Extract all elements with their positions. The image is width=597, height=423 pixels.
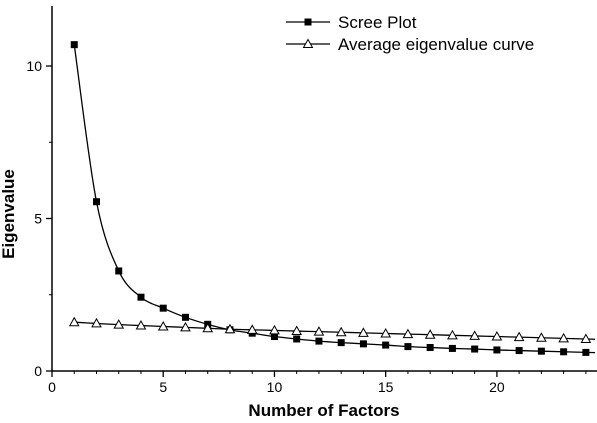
- legend-entry-average-eigenvalue-curve: Average eigenvalue curve: [286, 35, 534, 54]
- scree-point-20: [493, 346, 501, 354]
- average-point-17: [424, 329, 436, 339]
- x-axis-title: Number of Factors: [248, 401, 399, 420]
- average-point-13: [335, 326, 347, 337]
- x-tick-label-0: 0: [48, 379, 56, 395]
- legend-entry-scree-plot: Scree Plot: [286, 13, 417, 32]
- average-point-16: [402, 328, 414, 339]
- legend-label-scree-plot: Scree Plot: [338, 13, 417, 32]
- x-tick-label-5: 5: [159, 379, 167, 395]
- average-point-18: [447, 329, 458, 340]
- series-1: [68, 316, 596, 343]
- legend-marker-scree-plot: [304, 18, 312, 26]
- scree-point-11: [293, 335, 301, 343]
- legend: Scree Plot Average eigenvalue curve: [286, 13, 534, 54]
- scree-point-13: [337, 339, 345, 347]
- scree-point-15: [382, 341, 390, 349]
- series-line-0: [73, 44, 596, 354]
- series-layer: [68, 41, 596, 356]
- average-point-11: [291, 325, 303, 336]
- scree-point-1: [70, 41, 78, 49]
- axis-ticks: 0 5 10 15 20 0 5 10: [26, 58, 587, 395]
- scree-point-18: [448, 344, 456, 352]
- average-point-10: [269, 324, 280, 335]
- scree-point-14: [359, 340, 367, 348]
- average-point-21: [513, 331, 525, 342]
- scree-point-3: [115, 267, 123, 275]
- scree-point-5: [159, 304, 167, 312]
- average-point-4: [135, 320, 147, 330]
- average-point-9: [246, 324, 258, 334]
- average-point-3: [113, 319, 125, 329]
- y-axis-title: Eigenvalue: [0, 169, 18, 259]
- scree-point-21: [515, 347, 523, 355]
- average-point-14: [358, 327, 369, 337]
- average-point-2: [91, 317, 102, 328]
- x-tick-label-20: 20: [489, 379, 505, 395]
- average-point-23: [558, 332, 569, 343]
- average-point-6: [180, 321, 191, 332]
- scree-point-16: [404, 343, 412, 351]
- scree-point-12: [315, 337, 323, 345]
- y-tick-label-5: 5: [34, 211, 42, 227]
- scree-point-6: [181, 313, 189, 321]
- scree-point-22: [537, 347, 545, 355]
- series-0: [70, 41, 596, 356]
- y-tick-label-0: 0: [34, 363, 42, 379]
- legend-label-average-eigenvalue: Average eigenvalue curve: [338, 35, 534, 54]
- average-point-12: [313, 326, 325, 336]
- scree-point-4: [137, 293, 145, 301]
- x-tick-label-10: 10: [267, 379, 283, 395]
- scree-point-17: [426, 344, 434, 352]
- average-point-19: [469, 330, 481, 340]
- average-point-20: [491, 331, 503, 341]
- scree-point-10: [270, 333, 278, 341]
- legend-marker-average-eigenvalue: [302, 38, 314, 48]
- scree-point-23: [560, 348, 568, 356]
- average-point-1: [68, 316, 80, 327]
- scree-point-2: [92, 198, 100, 206]
- average-point-15: [380, 327, 392, 338]
- scree-point-19: [471, 345, 479, 353]
- x-tick-label-15: 15: [378, 379, 394, 395]
- scree-point-24: [582, 348, 590, 356]
- average-point-22: [536, 332, 547, 342]
- y-tick-label-10: 10: [26, 58, 42, 74]
- average-point-8: [224, 323, 236, 334]
- average-point-24: [580, 333, 592, 343]
- average-point-5: [157, 320, 169, 331]
- average-point-7: [202, 322, 214, 333]
